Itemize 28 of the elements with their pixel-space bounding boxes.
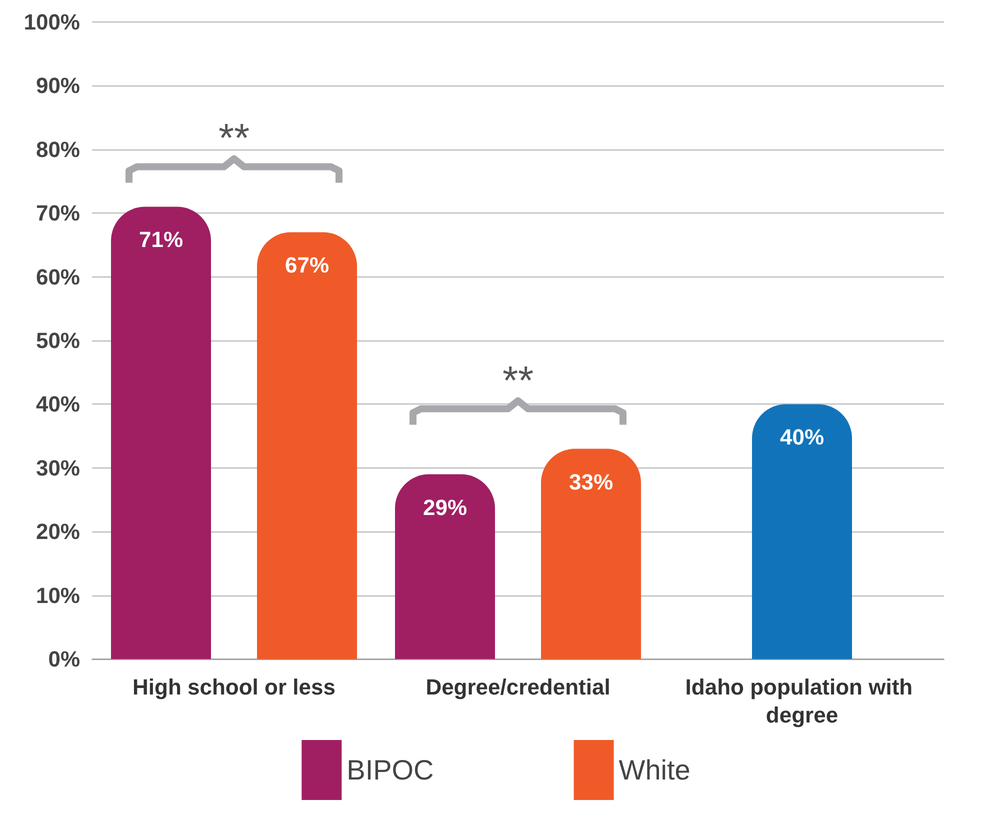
text: 67% [284,252,330,278]
y-tick-label: 10% [36,582,80,608]
y-tick-label: 0% [48,646,80,672]
y-tick-label: 60% [36,264,80,290]
bar [752,404,852,659]
bar [541,448,641,659]
y-tick-label: 20% [36,519,80,544]
y-tick-label: 70% [36,200,80,226]
text: 29% [422,494,468,520]
text: 71% [138,227,184,252]
x-tick-label: Idaho population with degree [685,674,919,728]
bar [395,474,495,659]
annotation: ** [502,358,534,403]
annotation: ** [218,116,250,161]
text: 33% [568,469,614,494]
bar [111,206,211,659]
legend-label: BIPOC [346,754,434,786]
x-tick-label: Degree/credential [426,674,610,700]
bar [257,232,357,659]
x-tick-label: High school or less [132,674,336,700]
text: 40% [780,424,824,450]
legend-label: White [618,754,690,786]
y-tick-label: 80% [36,136,80,162]
y-tick-label: 40% [36,392,80,417]
y-tick-label: 100% [24,10,80,34]
y-tick-label: 30% [36,455,80,480]
y-tick-label: 50% [36,328,80,353]
y-tick-label: 90% [36,73,80,98]
